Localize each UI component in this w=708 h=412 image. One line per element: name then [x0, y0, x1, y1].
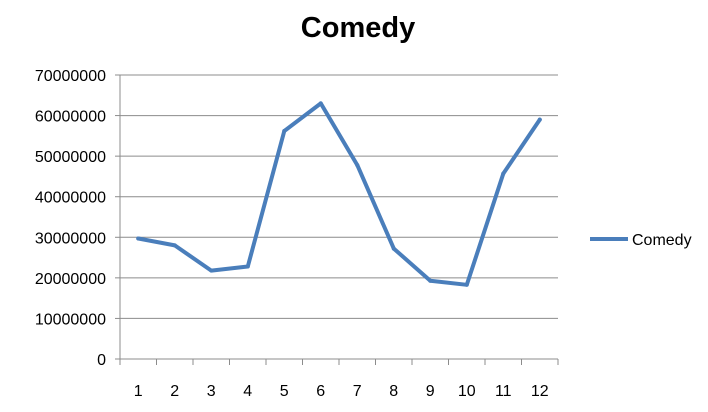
- data-point: [391, 246, 396, 251]
- grid-layer: [120, 74, 558, 319]
- y-tick-label: 40000000: [35, 190, 106, 207]
- x-tick-label: 11: [495, 383, 512, 400]
- series-line-comedy: [136, 101, 542, 287]
- axis-layer: 0 10000000 20000000 30000000 40000000 5000000…: [35, 68, 559, 400]
- data-point: [245, 264, 250, 269]
- chart-title: Comedy: [300, 12, 416, 44]
- x-tick-label: 4: [243, 383, 252, 400]
- x-tick-label: 8: [389, 383, 398, 400]
- y-tick-label: 50000000: [35, 149, 106, 166]
- x-tick-label: 1: [134, 383, 143, 400]
- x-tick-label: 12: [531, 383, 549, 400]
- x-tick-label: 10: [458, 383, 476, 400]
- data-point: [464, 282, 469, 287]
- data-point: [318, 101, 323, 106]
- data-point: [282, 128, 287, 133]
- x-tick-label: 6: [316, 383, 325, 400]
- x-tick-label: 2: [170, 383, 179, 400]
- y-tick-label: 20000000: [35, 271, 106, 288]
- data-point: [537, 117, 542, 122]
- y-tick-label: 10000000: [35, 311, 106, 328]
- data-point: [501, 171, 506, 176]
- y-tick-label: 70000000: [35, 68, 106, 85]
- data-point: [209, 268, 214, 273]
- data-point: [136, 236, 141, 241]
- y-tick-label: 0: [97, 352, 106, 369]
- data-point: [172, 243, 177, 248]
- y-tick-label: 60000000: [35, 109, 106, 126]
- x-tick-label: 7: [353, 383, 362, 400]
- x-tick-label: 5: [280, 383, 289, 400]
- x-tick-label: 9: [426, 383, 435, 400]
- data-point: [355, 163, 360, 168]
- data-point: [428, 278, 433, 283]
- legend: Comedy: [590, 232, 692, 249]
- y-tick-label: 30000000: [35, 230, 106, 247]
- series-layer: [136, 101, 542, 287]
- legend-label: Comedy: [632, 232, 692, 249]
- x-tick-label: 3: [207, 383, 216, 400]
